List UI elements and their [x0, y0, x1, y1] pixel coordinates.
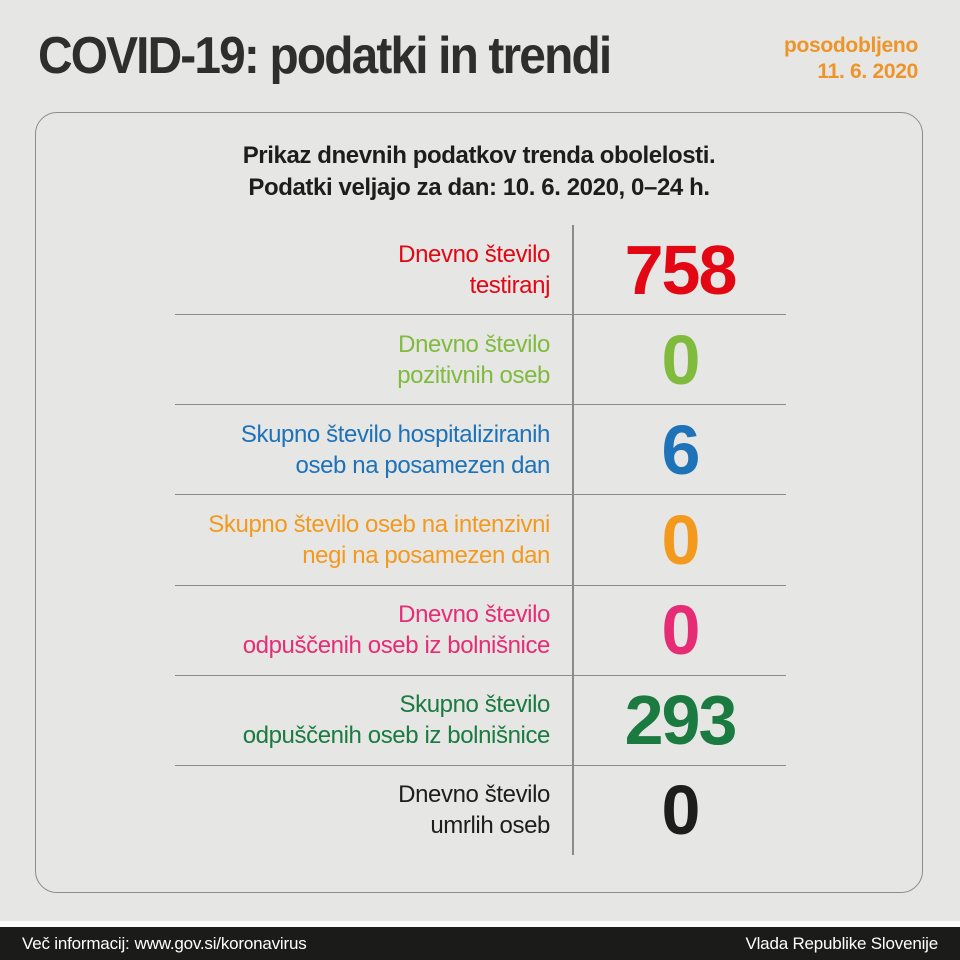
stat-row: Dnevno število testiranj 758 — [175, 225, 786, 316]
stat-value: 293 — [572, 675, 786, 765]
stat-row: Dnevno število umrlih oseb 0 — [175, 765, 786, 855]
footer-info-label: Več informacij: — [22, 933, 130, 953]
subtitle-line1: Prikaz dnevnih podatkov trenda obolelost… — [242, 142, 716, 169]
stat-label-line1: Skupno število hospitaliziranih — [240, 420, 551, 448]
footer-org: Vlada Republike Slovenije — [745, 933, 938, 953]
stat-label-line1: Skupno število — [399, 691, 551, 719]
stat-label-line2: testiranj — [469, 271, 551, 299]
subtitle-line2: Podatki veljajo za dan: 10. 6. 2020, 0–2… — [248, 174, 710, 201]
stat-label-line2: odpuščenih oseb iz bolnišnice — [242, 632, 551, 660]
stat-label-line1: Dnevno število — [398, 781, 550, 809]
stat-value: 0 — [572, 765, 786, 855]
updated-info: posodobljeno 11. 6. 2020 — [784, 33, 918, 85]
stat-label-line2: pozitivnih oseb — [397, 361, 550, 389]
stat-label-line2: umrlih oseb — [430, 812, 550, 840]
updated-date: 11. 6. 2020 — [817, 60, 918, 83]
stat-row: Skupno število oseb na intenzivni negi n… — [175, 495, 786, 586]
stat-value: 0 — [572, 495, 786, 585]
stat-label-line2: odpuščenih oseb iz bolnišnice — [242, 722, 551, 750]
stat-label: Dnevno število testiranj — [175, 225, 572, 314]
footer-url-link[interactable]: www.gov.si/koronavirus — [134, 933, 307, 953]
stat-label: Skupno število odpuščenih oseb iz bolniš… — [175, 676, 572, 765]
stat-label-line2: negi na posamezen dan — [302, 541, 550, 569]
stat-label-line1: Dnevno število — [398, 330, 550, 358]
stat-row: Dnevno število pozitivnih oseb 0 — [175, 315, 786, 406]
stat-label-line1: Skupno število oseb na intenzivni — [208, 510, 550, 538]
stat-row: Dnevno število odpuščenih oseb iz bolniš… — [175, 585, 786, 676]
card-subtitle: Prikaz dnevnih podatkov trenda obolelost… — [36, 140, 922, 204]
stat-value: 0 — [572, 585, 786, 675]
data-card: Prikaz dnevnih podatkov trenda obolelost… — [35, 112, 923, 893]
stat-row: Skupno število odpuščenih oseb iz bolniš… — [175, 675, 786, 766]
updated-label: posodobljeno — [783, 34, 918, 57]
stat-value: 6 — [572, 405, 786, 495]
stat-value: 758 — [572, 225, 786, 315]
footer-info: Več informacij: www.gov.si/koronavirus — [22, 934, 307, 954]
stat-label-line1: Dnevno število — [398, 601, 550, 629]
footer-bar: Več informacij: www.gov.si/koronavirus Vl… — [0, 927, 960, 960]
stat-row: Skupno število hospitaliziranih oseb na … — [175, 405, 786, 496]
stats-table: Dnevno število testiranj 758 Dnevno štev… — [175, 225, 786, 855]
stat-label: Dnevno število pozitivnih oseb — [175, 315, 572, 404]
stat-label: Skupno število hospitaliziranih oseb na … — [175, 405, 572, 494]
stat-label: Skupno število oseb na intenzivni negi n… — [175, 495, 572, 584]
footer-divider — [0, 921, 960, 927]
stat-label-line1: Dnevno število — [398, 240, 550, 268]
stat-value: 0 — [572, 315, 786, 405]
stat-label: Dnevno število umrlih oseb — [175, 766, 572, 855]
page-title: COVID-19: podatki in trendi — [38, 27, 612, 85]
stat-label-line2: oseb na posamezen dan — [295, 451, 551, 479]
stat-label: Dnevno število odpuščenih oseb iz bolniš… — [175, 586, 572, 675]
